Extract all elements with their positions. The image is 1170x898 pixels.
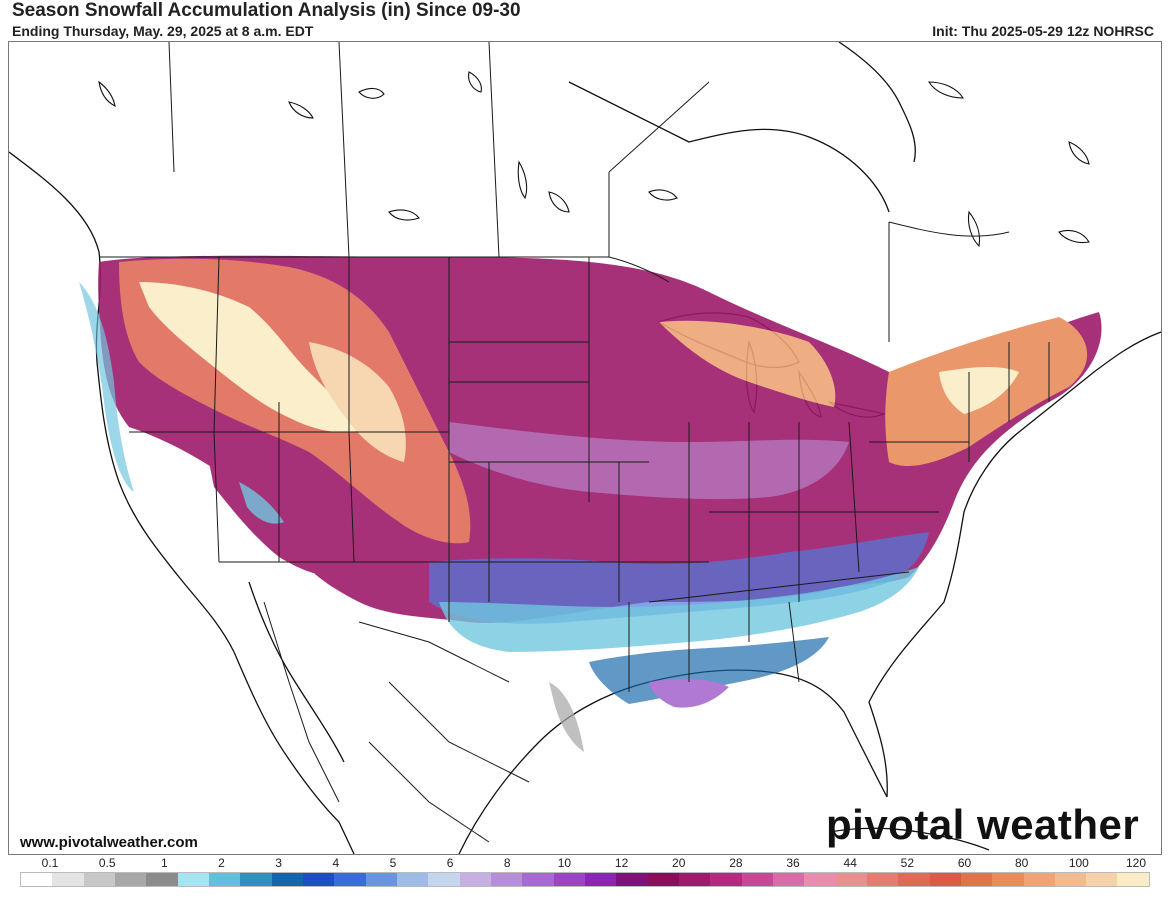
legend-label: 10: [557, 856, 572, 870]
legend-swatch: [1086, 873, 1118, 886]
legend-swatch: [1023, 873, 1055, 886]
legend-swatch: [271, 873, 303, 886]
legend-swatch: [83, 873, 115, 886]
legend-label: 120: [1125, 856, 1147, 870]
legend-swatch: [396, 873, 429, 886]
legend-label: 3: [275, 856, 282, 870]
legend-swatch: [804, 873, 836, 886]
map-title: Season Snowfall Accumulation Analysis (i…: [12, 0, 521, 21]
pivotal-weather-logo: pivotal weather: [826, 801, 1140, 848]
legend-swatch: [898, 873, 930, 886]
legend-swatch: [240, 873, 272, 886]
legend-swatch: [146, 873, 178, 886]
legend-swatch: [114, 873, 147, 886]
legend-swatch: [459, 873, 491, 886]
map-canvas: [9, 42, 1161, 854]
legend-swatch: [647, 873, 679, 886]
legend-swatch: [866, 873, 899, 886]
snowfall-color-legend: [20, 872, 1150, 887]
legend-swatch: [208, 873, 241, 886]
legend-swatch: [929, 873, 961, 886]
legend-swatch: [992, 873, 1024, 886]
legend-swatch: [616, 873, 648, 886]
legend-tick-labels: 0.1 0.5 1 2 3 4 5 6 8 10 12 20 28 36 44 52 60 80 100 120: [20, 856, 1148, 870]
legend-swatch: [772, 873, 805, 886]
legend-swatch: [334, 873, 366, 886]
legend-label: 4: [332, 856, 340, 870]
legend-swatch: [710, 873, 742, 886]
legend-label: 8: [503, 856, 511, 870]
legend-swatch: [428, 873, 460, 886]
legend-label: 20: [672, 856, 686, 870]
legend-label: 52: [900, 856, 915, 870]
legend-label: 28: [729, 856, 743, 870]
legend-label: 0.5: [98, 856, 116, 870]
legend-label: 0.1: [41, 856, 59, 870]
legend-swatch: [177, 873, 209, 886]
legend-label: 60: [957, 856, 972, 870]
legend-swatch: [741, 873, 773, 886]
canadian-lakes: [98, 71, 1090, 248]
site-url[interactable]: www.pivotalweather.com: [20, 834, 198, 851]
legend-label: 2: [218, 856, 225, 870]
legend-label: 100: [1068, 856, 1089, 870]
legend-swatch: [302, 873, 335, 886]
init-time-label: Init: Thu 2025-05-29 12z NOHRSC: [932, 23, 1154, 39]
legend-label: 12: [614, 856, 629, 870]
legend-swatch: [584, 873, 617, 886]
legend-swatch: [960, 873, 993, 886]
valid-time-subtitle: Ending Thursday, May. 29, 2025 at 8 a.m.…: [12, 23, 314, 39]
legend-swatch: [522, 873, 554, 886]
legend-swatch: [1117, 873, 1149, 886]
legend-swatch: [1054, 873, 1087, 886]
legend-label: 80: [1014, 856, 1029, 870]
legend-swatch: [490, 873, 523, 886]
political-borders: [99, 42, 1050, 843]
legend-label: 1: [160, 856, 168, 870]
legend-swatch: [835, 873, 867, 886]
legend-swatch: [21, 873, 53, 886]
legend-swatch: [52, 873, 84, 886]
legend-label: 44: [843, 856, 857, 870]
legend-swatch: [365, 873, 397, 886]
snowfall-map: [8, 41, 1162, 855]
legend-swatch: [678, 873, 711, 886]
legend-swatch: [553, 873, 585, 886]
legend-label: 6: [446, 856, 454, 870]
legend-label: 5: [389, 856, 397, 870]
snowfall-field: [79, 255, 1102, 752]
legend-label: 36: [786, 856, 800, 870]
